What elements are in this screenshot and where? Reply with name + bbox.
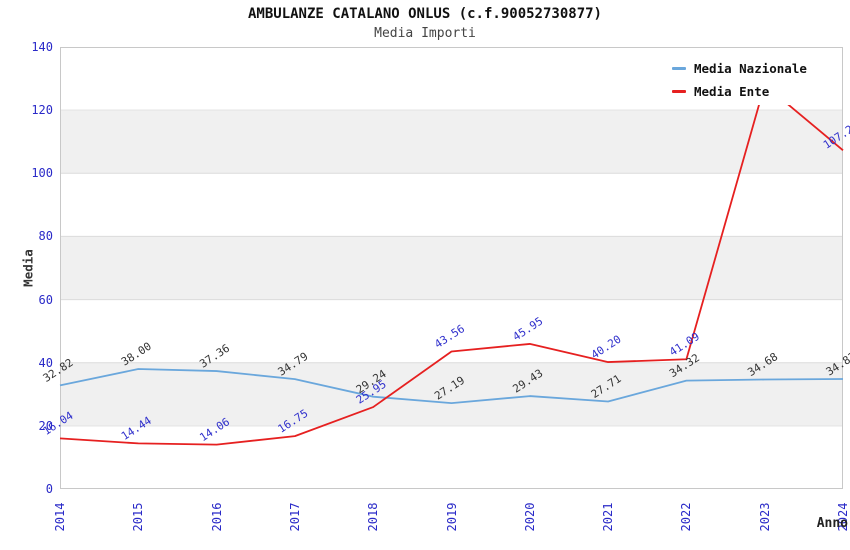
legend-item-media-ente: Media Ente <box>672 84 812 99</box>
y-tick-label: 40 <box>38 355 53 370</box>
y-tick-label: 80 <box>38 229 53 244</box>
y-axis-ticks: 0 20 40 60 80 100 120 140 <box>0 0 53 550</box>
y-tick-label: 100 <box>31 166 53 181</box>
x-tick-label: 2015 <box>131 502 146 532</box>
legend: Media Nazionale Media Ente <box>672 55 812 105</box>
y-tick-label: 120 <box>31 103 53 118</box>
x-tick-label: 2016 <box>209 502 224 532</box>
x-tick-label: 2021 <box>601 502 616 532</box>
x-tick-label: 2014 <box>53 502 67 532</box>
y-tick-label: 0 <box>45 482 53 496</box>
legend-item-media-nazionale: Media Nazionale <box>672 61 812 76</box>
legend-label-ente: Media Ente <box>694 84 770 99</box>
x-tick-label: 2019 <box>444 502 459 532</box>
x-tick-label: 2020 <box>522 502 537 532</box>
chart-title: AMBULANZE CATALANO ONLUS (c.f.9005273087… <box>247 6 602 22</box>
x-tick-label: 2017 <box>287 502 302 532</box>
y-tick-label: 60 <box>38 292 53 307</box>
y-tick-label: 140 <box>31 40 53 54</box>
x-tick-label: 2023 <box>757 502 772 532</box>
x-tick-label: 2022 <box>679 502 694 532</box>
y-axis-title: Media <box>20 249 36 287</box>
legend-label-nazionale: Media Nazionale <box>694 61 807 76</box>
chart-subtitle: Media Importi <box>374 26 476 41</box>
y-tick-label: 20 <box>38 418 53 433</box>
legend-line-swatch-ente <box>672 90 686 93</box>
legend-line-swatch-nazionale <box>672 67 686 70</box>
x-axis-title: Anno <box>816 516 848 531</box>
x-tick-label: 2018 <box>366 502 381 532</box>
